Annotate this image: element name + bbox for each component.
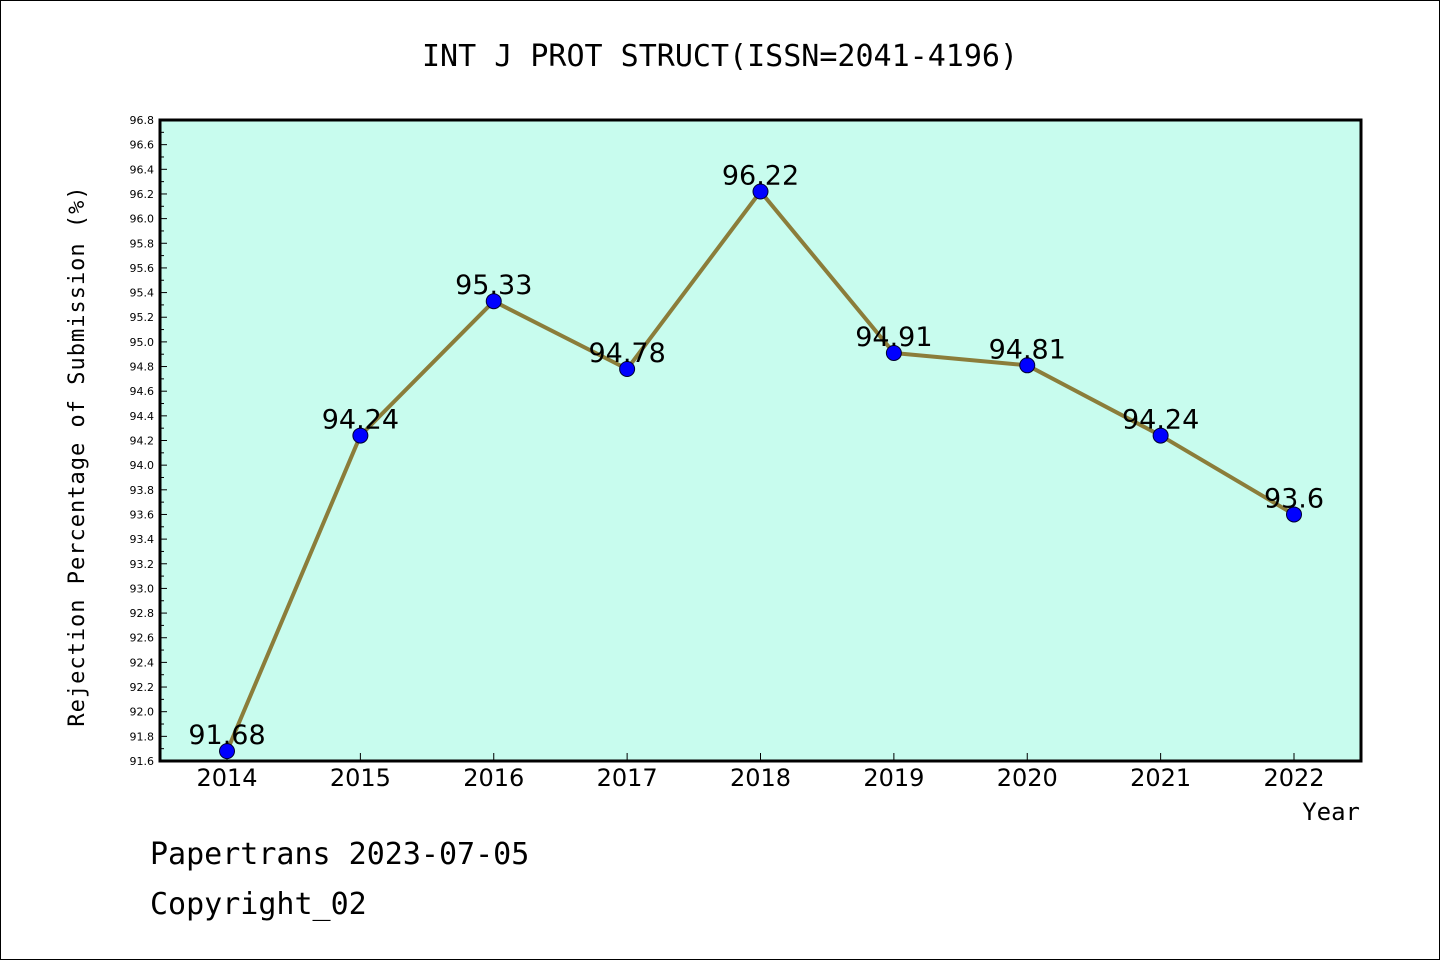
plot-area	[160, 120, 1361, 761]
data-point	[885, 344, 902, 361]
y-tick-label: 93.6	[130, 508, 155, 521]
data-label: 96.22	[722, 160, 799, 191]
data-label: 94.24	[322, 405, 399, 436]
x-axis-ticks: 2014 2015 2016 2017 2018 2019 2020 2021 2022	[196, 753, 1325, 792]
chart-title: INT J PROT STRUCT(ISSN=2041-4196)	[422, 39, 1018, 74]
y-tick-label: 91.6	[130, 755, 155, 768]
y-tick-label: 94.0	[130, 459, 155, 472]
x-tick-label: 2014	[196, 764, 257, 792]
y-tick-label: 93.8	[130, 484, 155, 497]
y-tick-label: 92.4	[130, 656, 155, 669]
x-tick-label: 2016	[463, 764, 524, 792]
x-tick-label: 2020	[997, 764, 1058, 792]
data-point	[1152, 427, 1169, 444]
y-tick-label: 95.2	[130, 311, 155, 324]
y-tick-label: 96.4	[130, 163, 155, 176]
data-points-group	[219, 183, 1302, 760]
y-tick-label: 92.0	[130, 706, 155, 719]
data-point	[352, 427, 369, 444]
y-tick-label: 93.4	[130, 533, 155, 546]
x-tick-label: 2019	[863, 764, 924, 792]
data-label: 91.68	[188, 720, 265, 751]
plot-border	[158, 118, 1363, 763]
y-tick-label: 93.0	[130, 582, 155, 595]
y-tick-label: 96.0	[130, 213, 155, 226]
x-tick-label: 2018	[730, 764, 791, 792]
x-axis-label: Year	[1302, 798, 1360, 826]
x-tick-label: 2017	[597, 764, 658, 792]
y-tick-label: 95.8	[130, 237, 155, 250]
data-label: 94.81	[989, 334, 1066, 365]
data-point	[752, 183, 769, 200]
data-label: 95.33	[455, 270, 532, 301]
y-tick-label: 94.6	[130, 385, 155, 398]
data-point	[619, 361, 636, 378]
y-tick-label: 92.6	[130, 632, 155, 645]
y-axis-label: Rejection Percentage of Submission (%)	[65, 185, 90, 726]
y-tick-label: 95.0	[130, 336, 155, 349]
y-tick-label: 96.2	[130, 188, 155, 201]
y-tick-label: 92.8	[130, 607, 155, 620]
x-tick-label: 2022	[1263, 764, 1324, 792]
y-tick-label: 96.6	[130, 139, 155, 152]
data-labels-group: 91.68 94.24 95.33 94.78 96.22 94.91 94.81 94.24…	[188, 160, 1324, 751]
footer-line-2: Copyright_02	[150, 887, 367, 922]
y-tick-label: 93.2	[130, 558, 155, 571]
data-point	[1286, 506, 1302, 523]
x-tick-label: 2021	[1130, 764, 1191, 792]
y-axis-ticks: 91.6 91.8 92.0 92.2 92.4 92.6 92.8 93.0 93.2 93.4…	[130, 114, 167, 768]
data-point	[485, 293, 502, 310]
y-tick-label: 92.2	[130, 681, 155, 694]
footer-line-1: Papertrans 2023-07-05	[150, 837, 529, 872]
y-tick-label: 95.6	[130, 262, 155, 275]
data-label: 94.91	[855, 322, 932, 353]
y-tick-label: 94.4	[130, 410, 155, 423]
y-tick-label: 95.4	[130, 287, 155, 300]
data-label: 94.78	[588, 338, 665, 369]
data-label: 93.6	[1264, 483, 1324, 514]
x-tick-label: 2015	[330, 764, 391, 792]
y-tick-label: 96.8	[130, 114, 155, 127]
y-tick-label: 94.2	[130, 435, 155, 448]
y-tick-label: 91.8	[130, 730, 155, 743]
data-label: 94.24	[1122, 405, 1199, 436]
y-tick-label: 94.8	[130, 361, 155, 374]
data-point	[219, 743, 235, 760]
data-point	[1019, 357, 1036, 374]
